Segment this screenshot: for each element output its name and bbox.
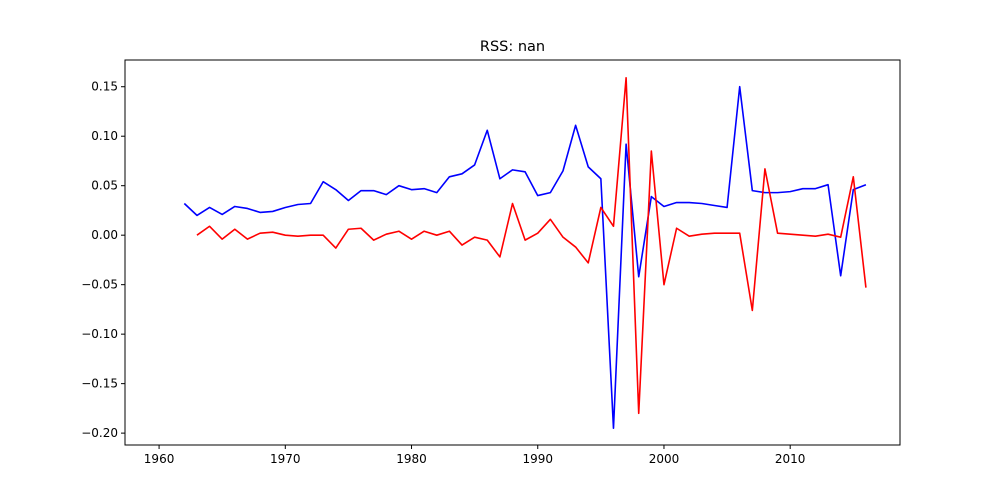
y-tick-label: −0.20 — [81, 426, 118, 440]
plot-area-frame — [124, 59, 901, 446]
series-layer — [183, 77, 867, 429]
series-line-1 — [183, 85, 867, 429]
x-tick-label: 1960 — [144, 452, 175, 466]
x-axis: 1960 1970 1980 1990 2000 2010 — [144, 445, 806, 466]
y-tick-label: −0.10 — [81, 327, 118, 341]
y-tick-label: 0.15 — [91, 80, 118, 94]
x-tick-label: 2000 — [649, 452, 680, 466]
y-tick-label: 0.05 — [91, 179, 118, 193]
x-tick-label: 1970 — [270, 452, 301, 466]
y-tick-label: −0.15 — [81, 377, 118, 391]
y-axis: −0.20 −0.15 −0.10 −0.05 0.00 0.05 0.10 0.15 — [81, 80, 125, 440]
x-tick-label: 1990 — [522, 452, 553, 466]
series-line-2 — [196, 77, 867, 415]
x-tick-label: 1980 — [396, 452, 427, 466]
y-tick-label: 0.10 — [91, 129, 118, 143]
y-tick-label: −0.05 — [81, 278, 118, 292]
chart-title: RSS: nan — [480, 39, 545, 55]
x-tick-label: 2010 — [775, 452, 806, 466]
y-tick-label: 0.00 — [91, 228, 118, 242]
